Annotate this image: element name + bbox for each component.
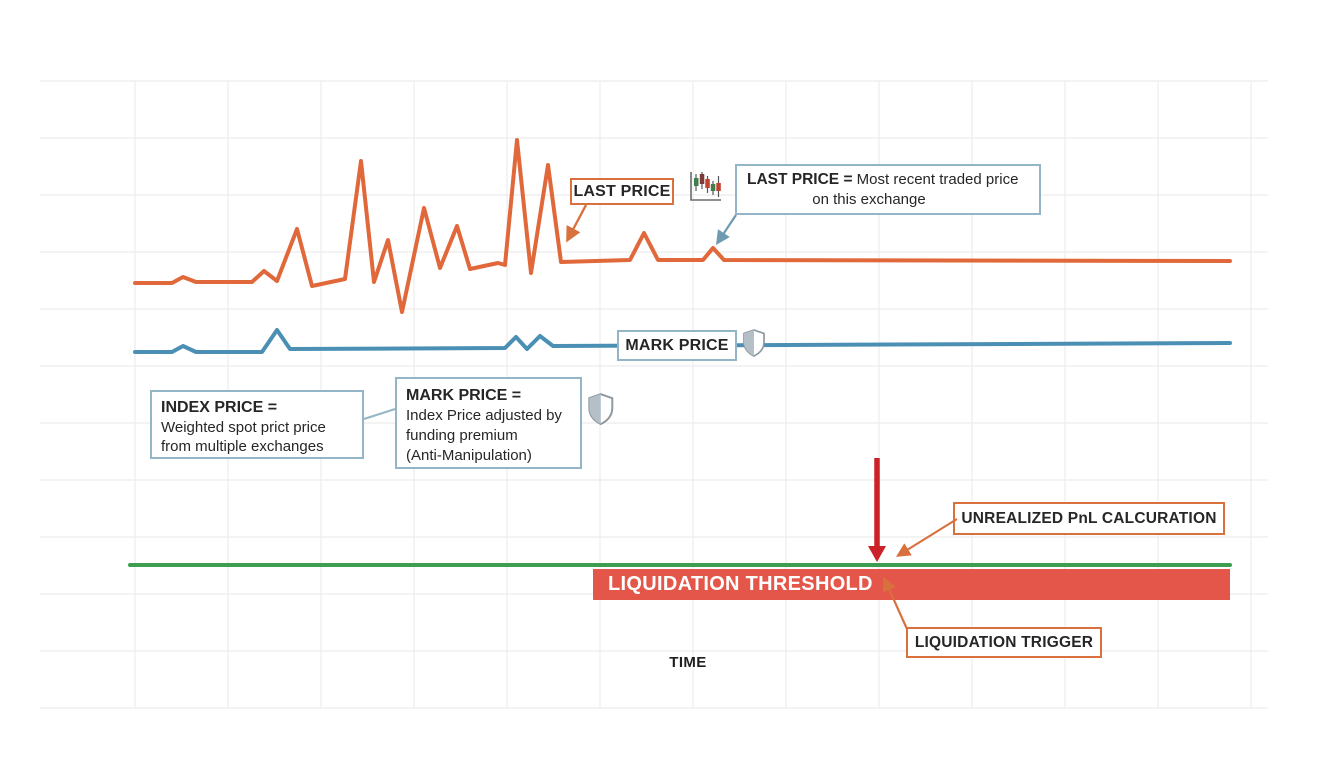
last-price-definition-box: LAST PRICE = Most recent traded price on… (735, 164, 1041, 215)
mark-price-definition-line: (Anti-Manipulation) (406, 447, 532, 464)
liquidation-threshold-banner: LIQUIDATION THRESHOLD (593, 569, 1230, 600)
index-price-definition-title: INDEX PRICE = (161, 399, 278, 416)
index-mark-connector-line (363, 408, 396, 420)
mark-price-definition-line: funding premium (406, 427, 518, 444)
index-price-definition-line: Weighted spot prict price (161, 419, 326, 436)
candlestick-chart-icon (690, 172, 721, 201)
price-series (128, 138, 1232, 567)
index-price-definition-line: from multiple exchanges (161, 438, 324, 455)
liquidation-trigger-label: LIQUIDATION TRIGGER (906, 627, 1102, 658)
mark-price-label: MARK PRICE (617, 330, 737, 361)
unrealized-pointer-arrow (895, 518, 958, 557)
last-price-pointer-arrow (566, 204, 588, 243)
unrealized-pnl-label: UNREALIZED PnL CALCURATION (953, 502, 1225, 535)
last-price-label: LAST PRICE (570, 178, 674, 205)
mark-price-definition-title: MARK PRICE = (406, 387, 522, 404)
series-last-price (133, 138, 1232, 314)
series-mark-price (133, 328, 1232, 354)
trigger-pointer-arrow (882, 576, 909, 630)
mark-price-definition-box: MARK PRICE = Index Price adjusted by fun… (395, 377, 582, 469)
price-drop-arrow (868, 458, 886, 562)
last-price-def-pointer-arrow (716, 214, 737, 245)
shield-icon (588, 393, 614, 426)
last-price-definition-line1: LAST PRICE = Most recent traded price (747, 171, 1019, 188)
time-axis-label: TIME (669, 654, 707, 671)
last-price-definition-line2: on this exchange (812, 191, 926, 208)
shield-icon (743, 329, 765, 357)
mark-price-definition-line: Index Price adjusted by (406, 407, 562, 424)
index-price-definition-box: INDEX PRICE = Weighted spot prict price … (150, 390, 364, 459)
